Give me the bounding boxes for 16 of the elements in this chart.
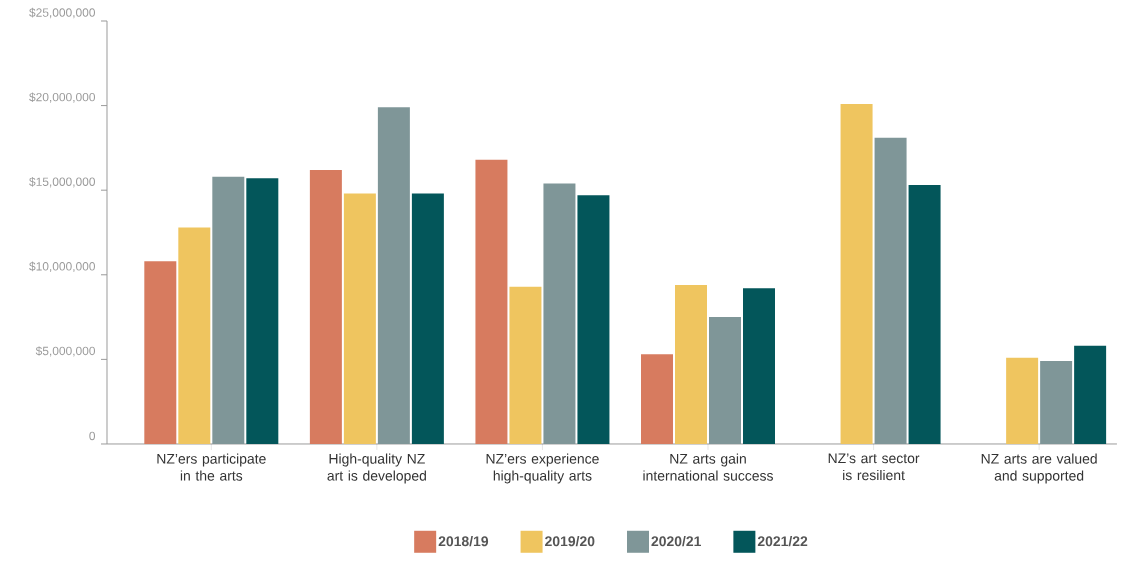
legend-label: 2020/21 — [651, 535, 701, 547]
legend-label: 2021/22 — [757, 535, 808, 547]
x-tick-label: NZ’ers participate in the arts — [157, 453, 266, 481]
y-tick-label: $25,000,000 — [29, 7, 96, 19]
y-tick-label: $20,000,000 — [29, 92, 96, 103]
x-tick-label: NZ’s art sector is resilient — [828, 453, 920, 481]
x-tick-label: NZ arts are valued and supported — [981, 453, 1097, 484]
y-tick-label: $15,000,000 — [29, 177, 96, 188]
y-tick-label: $5,000,000 — [35, 346, 96, 357]
x-tick-label: NZ’ers experience high-quality arts — [486, 453, 599, 484]
legend-label: 2019/20 — [545, 535, 595, 547]
legend-label: 2018/19 — [438, 535, 489, 547]
y-tick-label: 0 — [89, 431, 96, 441]
y-tick-label: $10,000,000 — [29, 261, 96, 272]
x-tick-label: NZ arts gain international success — [643, 453, 773, 481]
x-tick-label: High-quality NZ art is developed — [327, 453, 426, 484]
